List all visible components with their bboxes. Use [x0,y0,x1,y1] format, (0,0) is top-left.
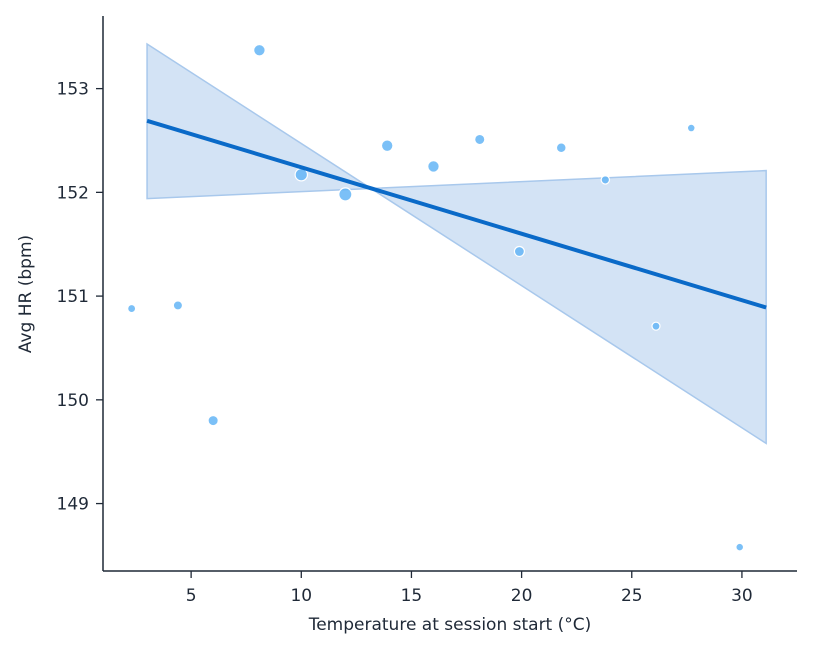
x-tick-label: 15 [401,586,423,606]
regression-line-layer [146,118,767,310]
scatter-point [253,43,266,57]
x-tick-label: 30 [731,586,753,606]
x-tick-label: 20 [511,586,533,606]
scatter-points-layer [127,43,745,552]
scatter-point [513,245,525,258]
scatter-point [127,303,137,314]
x-tick-label: 10 [290,586,312,606]
ticks-layer: 5 10 15 20 25 30 149 150 151 152 153 [57,80,753,606]
confidence-band [146,42,767,445]
y-tick-label: 151 [57,287,89,307]
scatter-point [380,139,394,153]
y-tick-label: 153 [57,80,89,100]
scatter-point [686,123,696,133]
confidence-band-layer [146,42,767,445]
x-tick-label: 25 [621,586,643,606]
scatter-point [172,300,184,311]
scatter-point [207,414,219,427]
axes [102,16,797,572]
y-tick-label: 152 [57,183,89,203]
scatter-point [474,133,486,146]
y-tick-label: 150 [57,391,89,411]
scatter-point [735,542,745,552]
x-axis-title: Temperature at session start (°C) [308,615,592,635]
regression-line [146,118,767,310]
y-tick-label: 149 [57,495,89,515]
scatter-point [600,175,611,185]
scatter-point [427,160,440,173]
scatter-point [555,142,567,154]
scatter-point [651,321,661,331]
y-axis-title: Avg HR (bpm) [16,235,36,353]
scatter-point [338,187,353,202]
x-tick-label: 5 [186,586,197,606]
